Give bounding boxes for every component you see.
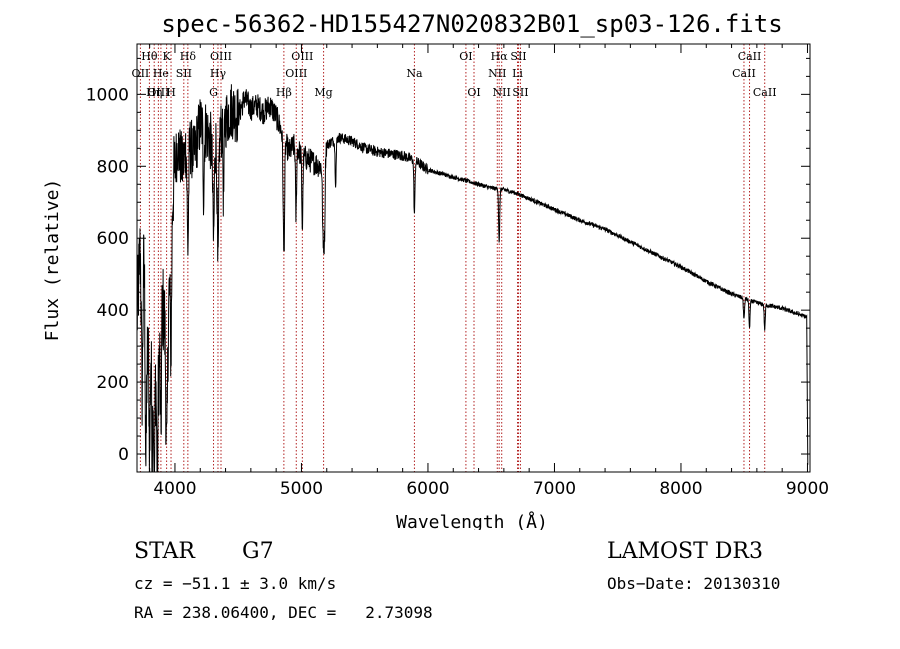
spectral-line-label: Li [512, 67, 523, 80]
x-tick-label: 8000 [659, 479, 702, 499]
spectral-line-label: Hθ [141, 50, 158, 63]
spectral-line-label: Hα [491, 50, 509, 63]
spectral-line-label: H [166, 86, 176, 99]
chart-title: spec-56362-HD155427N020832B01_sp03-126.f… [161, 10, 782, 38]
spectral-line-label: OIII [291, 50, 313, 63]
x-tick-label: 6000 [406, 479, 449, 499]
spectral-line-label: Mg [314, 86, 332, 99]
x-tick-label: 7000 [533, 479, 576, 499]
observation-date: Obs−Date: 20130310 [607, 574, 781, 593]
spectral-line-label: Hβ [276, 86, 292, 99]
y-axis-label: Flux (relative) [42, 179, 63, 342]
spectral-line-label: CaII [753, 86, 777, 99]
x-tick-label: 9000 [786, 479, 829, 499]
y-axis-ticks: 0 200 400 600 800 1000 [86, 57, 810, 473]
plot-frame [136, 43, 811, 473]
spectral-line-label: G [209, 86, 218, 99]
spectral-line-label: He [153, 67, 169, 80]
redshift-cz: cz = −51.1 ± 3.0 km/s [134, 574, 337, 593]
object-class: STAR [134, 539, 195, 564]
x-axis-ticks: 4000 5000 6000 7000 8000 9000 [149, 44, 829, 499]
spectral-line-label: NII [493, 86, 511, 99]
object-subclass: G7 [242, 539, 274, 564]
spectral-line-label: OI [467, 86, 480, 99]
spectral-line-label: OIII [210, 50, 232, 63]
y-tick-label: 600 [97, 229, 129, 249]
coordinates: RA = 238.06400, DEC = 2.73098 [134, 603, 433, 622]
y-tick-label: 0 [118, 445, 129, 465]
spectral-line-label: SII [510, 50, 526, 63]
spectral-line-markers [139, 44, 766, 472]
x-axis-label: Wavelength (Å) [396, 511, 548, 530]
survey-name: LAMOST DR3 [607, 539, 763, 564]
x-tick-label: 5000 [280, 479, 323, 499]
y-tick-label: 1000 [86, 85, 129, 105]
spectral-line-label: OI [459, 50, 472, 63]
spectral-line-label: SII [512, 86, 528, 99]
y-tick-label: 800 [97, 157, 129, 177]
spectral-line-label: OIII [285, 67, 307, 80]
spectral-line-label: K [162, 50, 171, 63]
spectral-line-label: CaII [738, 50, 762, 63]
y-tick-label: 200 [97, 373, 129, 393]
spectral-line-label: CaII [732, 67, 756, 80]
spectrum-chart: spec-56362-HD155427N020832B01_sp03-126.f… [42, 10, 829, 530]
spectral-line-label: Na [406, 67, 423, 80]
spectral-line-label: SII [176, 67, 192, 80]
spectrum-series [136, 84, 809, 473]
spectral-line-label: OIII [147, 86, 169, 99]
spectral-line-label: NII [488, 67, 506, 80]
spectral-line-label: OII [132, 67, 150, 80]
spectral-line-label: Hδ [180, 50, 197, 63]
x-tick-label: 4000 [153, 479, 196, 499]
spectral-line-label: Hη [146, 86, 162, 99]
spectral-line-label: Hγ [210, 67, 227, 80]
y-tick-label: 400 [97, 301, 129, 321]
